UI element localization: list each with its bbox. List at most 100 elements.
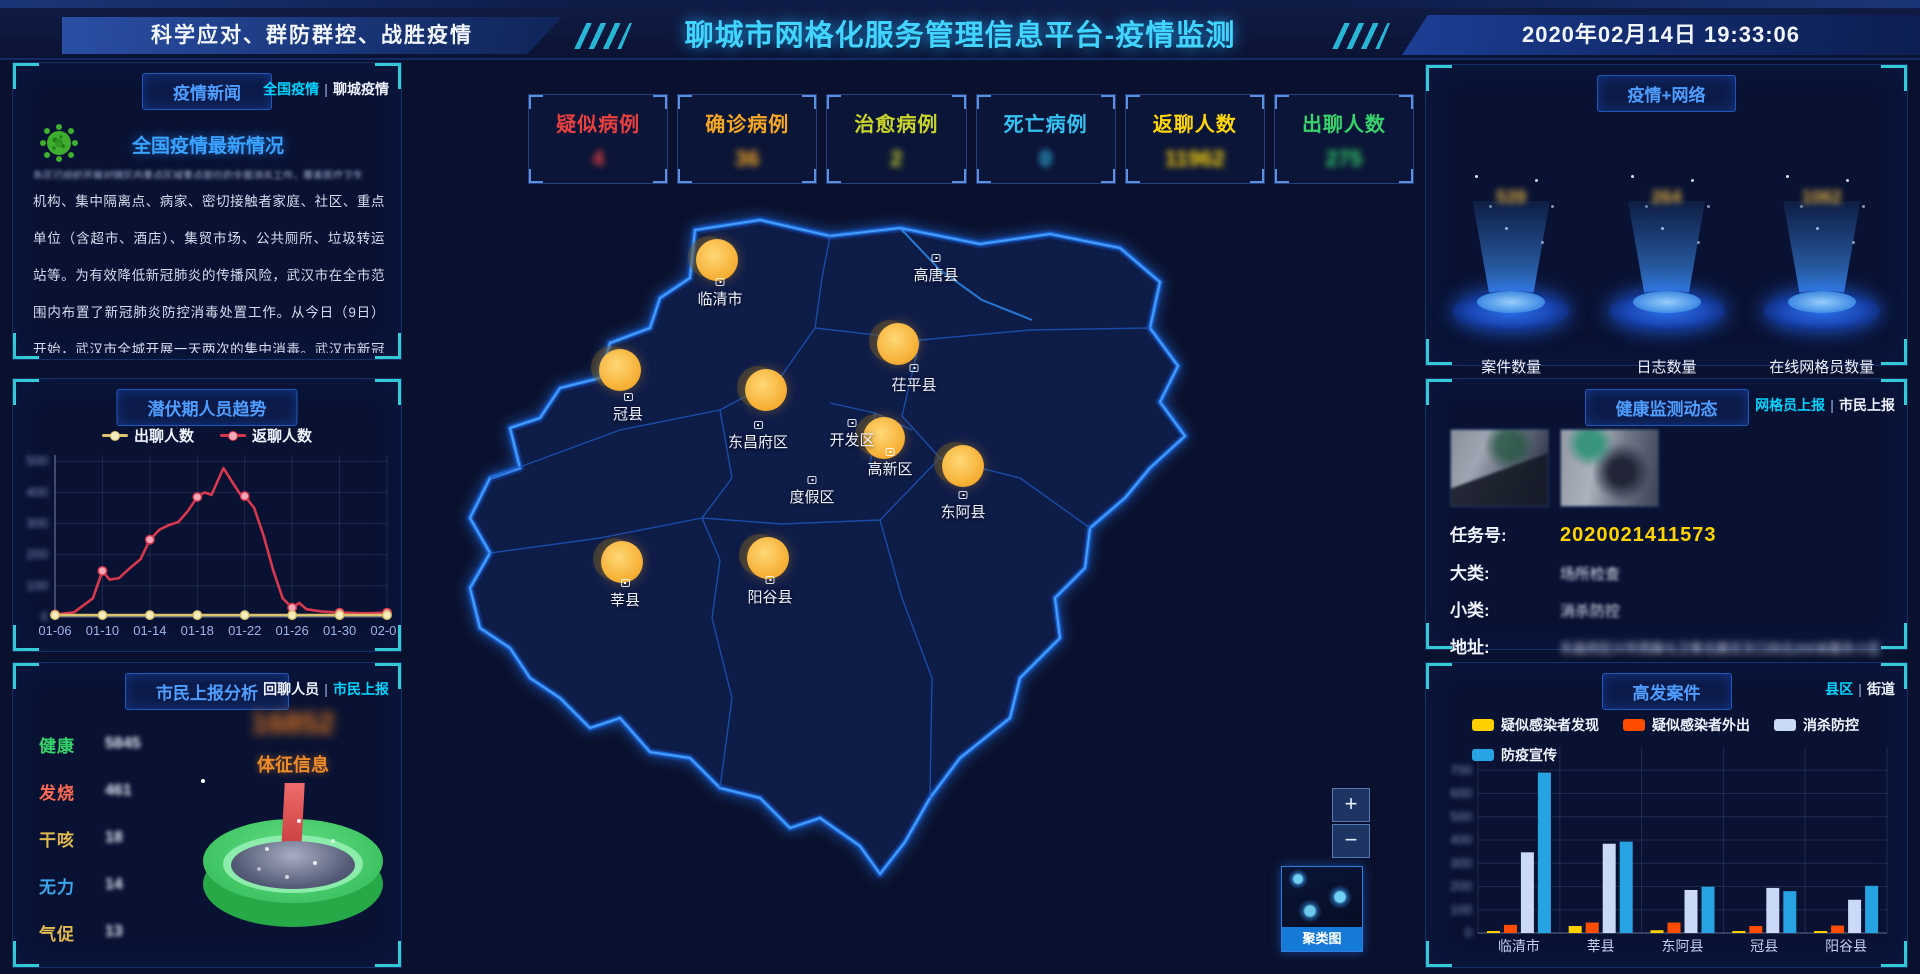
tab-streets[interactable]: 街道 — [1867, 681, 1895, 697]
zoom-out-button[interactable]: − — [1332, 824, 1370, 858]
disc-red-stripe — [281, 783, 305, 849]
cluster-map-preview — [1282, 867, 1362, 927]
tab-citizen-report-2[interactable]: 市民上报 — [1839, 397, 1895, 413]
legend-item[interactable]: 防疫宣传 — [1472, 745, 1557, 765]
map-marker[interactable] — [601, 541, 643, 583]
map-marker[interactable] — [942, 445, 984, 487]
top-header: 科学应对、群防群控、战胜疫情 聊城市网格化服务管理信息平台-疫情监测 2020年… — [0, 0, 1920, 60]
field-label: 任务号: — [1450, 526, 1507, 545]
district-name: 高新区 — [867, 461, 913, 478]
map-marker[interactable] — [747, 537, 789, 579]
task-photo-1[interactable] — [1450, 429, 1549, 507]
vital-row: 发烧 461 — [39, 772, 189, 810]
building-icon — [958, 491, 968, 499]
datetime-display: 2020年02月14日 19:33:06 — [1402, 15, 1920, 55]
svg-text:01-06: 01-06 — [38, 623, 71, 638]
report-tabs: 回聊人员 | 市民上报 — [263, 679, 389, 699]
svg-text:500: 500 — [26, 453, 48, 468]
svg-text:阳谷县: 阳谷县 — [1825, 938, 1867, 954]
district-name: 东阿县 — [940, 504, 986, 521]
building-icon — [909, 364, 919, 372]
legend-item[interactable]: 疑似感染者发现 — [1472, 715, 1599, 735]
building-icon — [620, 579, 630, 587]
vital-row: 健康 5845 — [39, 725, 189, 763]
tab-national-epidemic[interactable]: 全国疫情 — [263, 81, 320, 97]
page-title: 聊城市网格化服务管理信息平台-疫情监测 — [684, 20, 1236, 52]
pedestal-beam — [1627, 201, 1706, 305]
map-marker[interactable] — [696, 239, 738, 281]
panel-cases-title: 高发案件 — [1601, 673, 1732, 710]
svg-text:01-26: 01-26 — [276, 623, 309, 638]
stat-value: 275 — [1325, 146, 1363, 171]
district-name: 莘县 — [609, 592, 641, 609]
svg-text:临清市: 临清市 — [1498, 938, 1540, 954]
field-value: 2020021411573 — [1560, 524, 1717, 546]
district-name: 阳谷县 — [747, 589, 793, 606]
vitals-info-label: 体征信息 — [257, 755, 329, 775]
map-labels-layer: 临清市 高唐县 茌平县 冠县 东昌府区 开发区 高新区 度假区 东阿县 莘县 阳谷县 — [420, 178, 1412, 974]
tab-liaocheng-epidemic[interactable]: 聊城疫情 — [333, 81, 389, 97]
legend-item[interactable]: 返聊人数 — [220, 425, 312, 446]
field-value: 东昌府区兴华西路与卫育北路交叉口向北200米路东小区2号楼 — [1560, 641, 1880, 656]
tab-grid-worker-report[interactable]: 网格员上报 — [1755, 397, 1826, 413]
legend-item[interactable]: 疑似感染者外出 — [1623, 715, 1750, 735]
stat-label: 确诊病例 — [705, 114, 790, 136]
building-icon — [807, 476, 817, 484]
building-icon — [753, 421, 763, 429]
district-label: 阳谷县 — [747, 576, 793, 607]
legend-item[interactable]: 消杀防控 — [1774, 715, 1859, 735]
stat-value: 4 — [591, 146, 605, 171]
legend-label: 疑似感染者外出 — [1652, 717, 1750, 733]
news-body-text: 机构、集中隔离点、病家、密切接触者家庭、社区、重点单位（含超市、酒店）、集贸市场… — [33, 194, 385, 353]
district-label: 茌平县 — [891, 364, 937, 395]
legend-item[interactable]: 出聊人数 — [101, 425, 194, 446]
legend-swatch — [220, 430, 246, 441]
field-row: 任务号: 2020021411573 — [1450, 521, 1890, 547]
network-metric: 1062 在线网格员数量 — [1752, 161, 1892, 376]
panel-report-title: 市民上报分析 — [125, 673, 289, 710]
tab-returning-people[interactable]: 回聊人员 — [263, 681, 320, 697]
legend-dot — [228, 430, 238, 441]
field-row: 小类: 消杀防控 — [1450, 596, 1890, 621]
disc-pool — [231, 841, 355, 889]
district-label: 冠县 — [613, 393, 643, 424]
district-label: 莘县 — [610, 579, 640, 610]
epidemic-stats-row: 疑似病例 4 确诊病例 36 治愈病例 2 死亡病例 0 返聊人数 11962 出聊人数 275 — [528, 94, 1415, 184]
vital-row: 干咳 18 — [39, 819, 189, 857]
building-icon — [623, 393, 633, 401]
map-marker[interactable] — [863, 417, 905, 459]
district-borders — [489, 227, 1151, 799]
map-marker[interactable] — [745, 369, 787, 411]
district-name: 度假区 — [789, 489, 835, 506]
stat-label: 死亡病例 — [1003, 114, 1088, 136]
district-name: 冠县 — [612, 406, 644, 423]
tab-separator: | — [324, 681, 328, 697]
svg-text:01-18: 01-18 — [181, 623, 214, 638]
tab-separator: | — [1858, 681, 1862, 697]
stat-label: 出聊人数 — [1301, 114, 1386, 136]
map-marker[interactable] — [599, 349, 641, 391]
metric-value: 264 — [1651, 187, 1682, 207]
tab-citizen-report[interactable]: 市民上报 — [333, 681, 389, 697]
svg-text:500: 500 — [1450, 809, 1472, 824]
svg-text:莘县: 莘县 — [1587, 938, 1615, 954]
vital-label: 发烧 — [39, 783, 75, 803]
district-name: 高唐县 — [913, 267, 959, 284]
cluster-map-thumbnail[interactable]: 聚类图 — [1281, 866, 1363, 952]
svg-text:200: 200 — [1450, 879, 1472, 894]
vital-value: 18 — [105, 829, 123, 846]
map-marker[interactable] — [877, 323, 919, 365]
tab-counties[interactable]: 县区 — [1825, 681, 1854, 697]
metric-value: 1062 — [1801, 187, 1842, 207]
legend-swatch — [1774, 719, 1796, 731]
field-label: 小类: — [1450, 601, 1490, 620]
panel-high-frequency-cases: 高发案件 县区 | 街道 疑似感染者发现 疑似感染者外出 消杀防控 防疫宣传 0 100 20… — [1425, 662, 1908, 968]
zoom-in-button[interactable]: + — [1332, 788, 1370, 822]
tab-separator: | — [324, 81, 328, 97]
liaocheng-map[interactable]: 临清市 高唐县 茌平县 冠县 东昌府区 开发区 高新区 度假区 东阿县 莘县 阳谷县 — [420, 178, 1412, 974]
stat-box: 确诊病例 36 — [677, 94, 818, 184]
svg-text:02-06: 02-06 — [370, 623, 397, 638]
panel-news-title: 疫情新闻 — [142, 73, 272, 110]
task-photo-2[interactable] — [1560, 429, 1659, 507]
svg-text:01-22: 01-22 — [228, 623, 261, 638]
